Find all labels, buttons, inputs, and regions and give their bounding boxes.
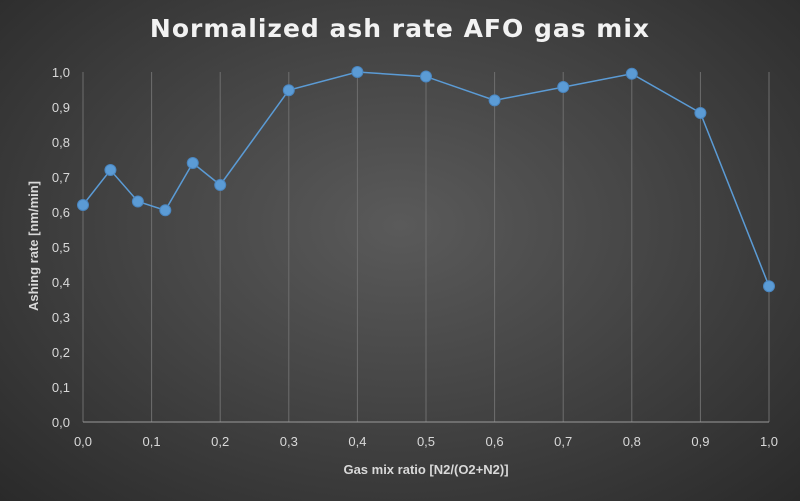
data-point — [131, 195, 144, 208]
x-tick-label: 0,7 — [554, 434, 572, 449]
data-point — [763, 280, 775, 293]
x-axis-ticks: 0,0 0,1 0,2 0,3 0,4 0,5 0,6 0,7 0,8 0,9 1,0 — [74, 434, 778, 449]
y-tick-label: 0,0 — [52, 415, 70, 430]
y-tick-label: 0,7 — [52, 170, 70, 185]
data-point — [77, 199, 89, 211]
x-tick-label: 0,4 — [348, 434, 366, 449]
y-tick-label: 0,3 — [52, 310, 70, 325]
y-tick-label: 0,6 — [52, 205, 70, 220]
y-tick-label: 0,1 — [52, 380, 70, 395]
data-point — [186, 157, 199, 169]
x-tick-label: 0,3 — [280, 434, 298, 449]
data-point — [557, 81, 570, 94]
x-tick-label: 0,9 — [691, 434, 709, 449]
x-tick-label: 0,1 — [143, 434, 161, 449]
data-point — [282, 84, 295, 97]
series-group — [77, 66, 775, 293]
y-tick-label: 0,8 — [52, 135, 70, 150]
x-tick-label: 0,2 — [211, 434, 229, 449]
y-tick-label: 0,2 — [52, 345, 70, 360]
x-tick-label: 0,5 — [417, 434, 435, 449]
data-point — [159, 204, 172, 217]
x-tick-label: 1,0 — [760, 434, 778, 449]
x-axis-title: Gas mix ratio [N2/(O2+N2)] — [343, 462, 508, 477]
data-point — [104, 164, 117, 176]
gridlines — [82, 72, 770, 422]
chart-title: Normalized ash rate AFO gas mix — [149, 14, 651, 43]
data-point — [420, 70, 432, 83]
x-tick-label: 0,8 — [623, 434, 641, 449]
data-point — [625, 67, 638, 80]
y-tick-label: 0,4 — [52, 275, 70, 290]
data-point — [351, 66, 364, 78]
y-axis-ticks: 0,0 0,1 0,2 0,3 0,4 0,5 0,6 0,7 0,8 0,9 1,0 — [52, 65, 70, 430]
y-axis-title: Ashing rate [nm/min] — [26, 181, 41, 311]
y-tick-label: 0,5 — [52, 240, 70, 255]
data-point — [488, 94, 501, 107]
y-tick-label: 1,0 — [52, 65, 70, 80]
data-point — [214, 179, 227, 192]
x-tick-label: 0,0 — [74, 434, 92, 449]
y-tick-label: 0,9 — [52, 100, 70, 115]
x-tick-label: 0,6 — [486, 434, 504, 449]
data-point — [694, 106, 707, 119]
